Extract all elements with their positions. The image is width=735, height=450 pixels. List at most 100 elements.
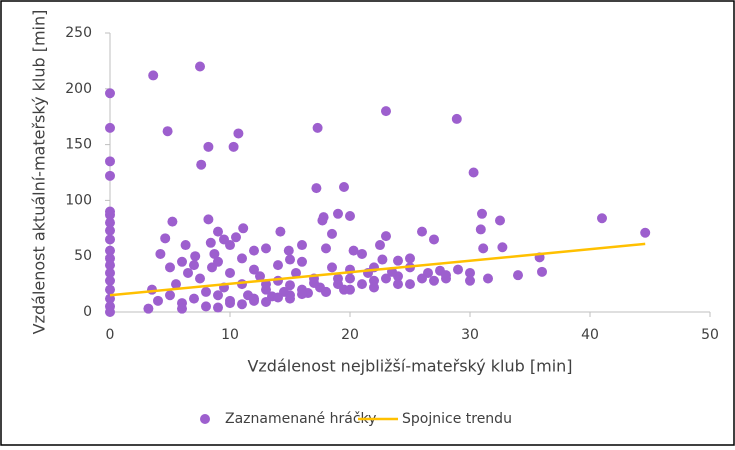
y-tick-label: 50 [74, 248, 92, 264]
point [155, 248, 166, 259]
point [148, 70, 159, 81]
point [177, 256, 187, 267]
point [249, 264, 259, 275]
point [255, 271, 265, 282]
point [495, 215, 505, 226]
point [160, 233, 171, 244]
point [225, 240, 235, 251]
point [225, 298, 235, 309]
point [237, 299, 247, 310]
point [465, 267, 475, 278]
point [333, 208, 343, 219]
point [196, 159, 207, 170]
point [429, 275, 439, 286]
point [213, 290, 223, 301]
point [393, 255, 403, 266]
point [478, 243, 489, 254]
point [105, 275, 115, 286]
point [105, 217, 115, 228]
point [213, 226, 223, 237]
point [205, 237, 216, 248]
point [297, 240, 307, 251]
point [225, 267, 235, 278]
point [189, 293, 199, 304]
point [405, 279, 415, 290]
point [483, 273, 493, 284]
point [377, 254, 388, 265]
point [283, 245, 294, 256]
point [321, 286, 331, 297]
point [203, 214, 214, 225]
point [237, 253, 247, 264]
point [381, 231, 391, 242]
point [203, 141, 214, 152]
x-tick-label: 30 [461, 327, 479, 343]
y-axis-label: Vzdálenost aktuální-mateřský klub [min] [30, 10, 49, 335]
point [105, 284, 115, 295]
point [417, 226, 427, 237]
point [165, 290, 175, 301]
point [201, 301, 211, 312]
x-tick-label: 40 [581, 327, 599, 343]
x-axis-label: Vzdálenost nejbližší-mateřský klub [min] [247, 357, 572, 376]
point [317, 215, 328, 226]
point [312, 122, 323, 133]
point [153, 295, 163, 306]
point [357, 248, 367, 259]
point [162, 126, 173, 137]
point [143, 303, 154, 314]
point [339, 182, 349, 193]
y-tick-label: 200 [65, 81, 92, 97]
point [429, 234, 439, 245]
point [285, 254, 295, 265]
point [333, 273, 343, 284]
point [285, 280, 295, 291]
point [167, 216, 178, 227]
point [453, 264, 463, 275]
point [311, 183, 322, 194]
point [195, 273, 205, 284]
point [321, 243, 331, 254]
point [285, 293, 295, 304]
legend-label: Zaznamenané hráčky [225, 411, 376, 427]
point [105, 307, 115, 317]
point [105, 225, 115, 236]
x-tick-label: 20 [341, 327, 359, 343]
point [195, 61, 205, 72]
point [497, 242, 508, 253]
point [465, 275, 475, 286]
point [357, 279, 367, 290]
point [273, 260, 283, 271]
point [105, 88, 115, 99]
point [309, 277, 319, 288]
point [275, 226, 286, 237]
point [405, 253, 415, 264]
point [180, 240, 191, 251]
point [327, 228, 337, 239]
point [345, 211, 355, 222]
y-tick-label: 100 [65, 192, 92, 208]
point [249, 245, 259, 256]
x-tick-label: 0 [106, 327, 115, 343]
y-tick-label: 150 [65, 137, 92, 153]
point [477, 208, 487, 219]
point [369, 282, 379, 293]
point [183, 267, 193, 278]
point [105, 245, 115, 256]
point [348, 245, 359, 256]
trend-line [109, 242, 646, 297]
point [297, 289, 307, 300]
point [190, 251, 201, 262]
y-tick-label: 0 [83, 304, 92, 320]
point [441, 270, 451, 281]
point [189, 260, 199, 271]
point [537, 266, 547, 277]
point [393, 279, 403, 290]
point [105, 260, 115, 271]
point [213, 302, 223, 313]
point [597, 213, 607, 224]
point [249, 295, 259, 306]
point [345, 273, 355, 284]
point [640, 227, 651, 238]
